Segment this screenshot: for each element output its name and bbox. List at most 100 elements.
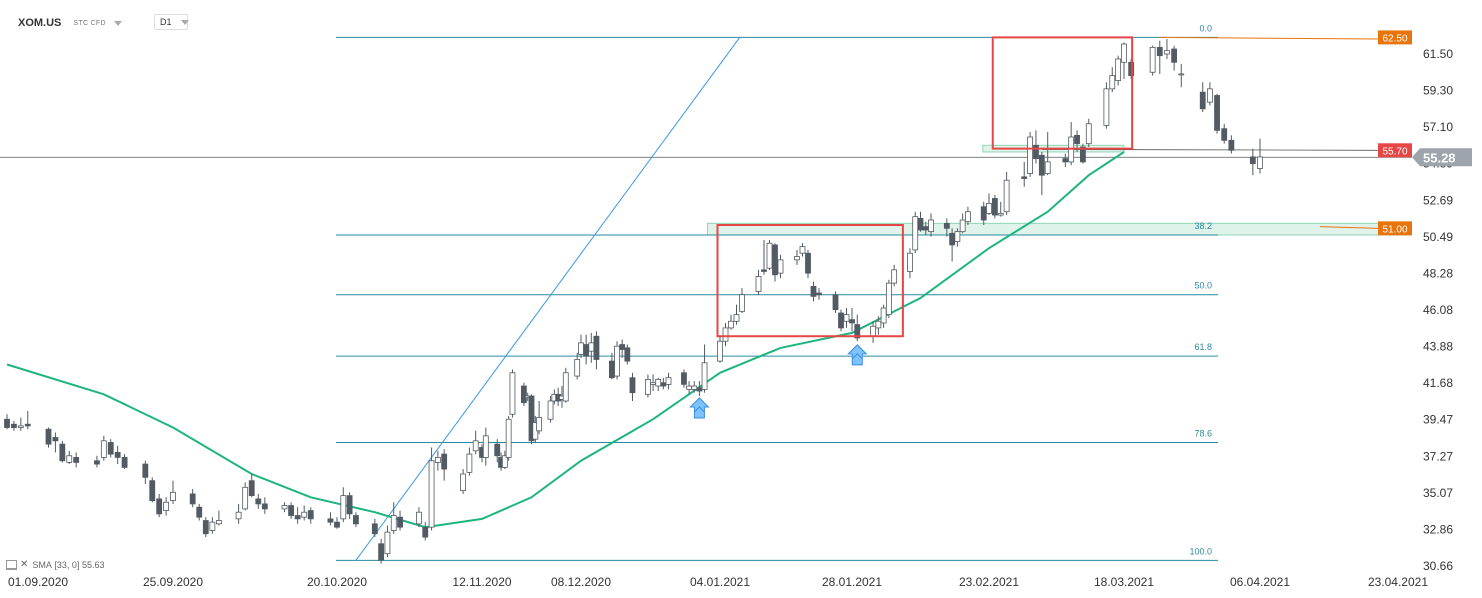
candle <box>997 212 1004 216</box>
candle <box>799 246 806 254</box>
candle <box>629 377 636 394</box>
fib-level-label: 38.2 <box>1194 221 1212 231</box>
candle <box>1206 88 1213 103</box>
price-tag-label: 62.50 <box>1382 33 1407 44</box>
candle <box>121 457 128 468</box>
x-tick-label: 25.09.2020 <box>143 575 203 589</box>
candle <box>390 515 397 531</box>
candle <box>52 437 59 442</box>
candle <box>1003 179 1010 213</box>
candle <box>1249 156 1256 164</box>
candle <box>288 505 294 516</box>
trend-line <box>355 37 741 561</box>
timeframe-select[interactable]: D1 <box>154 14 189 30</box>
x-tick-label: 12.11.2020 <box>452 575 511 589</box>
x-tick-label: 04.01.2021 <box>690 575 750 589</box>
candle <box>1080 146 1086 163</box>
candle <box>441 453 448 470</box>
candle <box>655 378 662 387</box>
y-tick-label: 61.50 <box>1423 47 1453 61</box>
candle <box>142 463 149 478</box>
candle <box>189 493 196 505</box>
candle <box>1021 176 1028 179</box>
candle <box>307 510 314 520</box>
x-tick-label: 20.10.2020 <box>307 575 367 589</box>
candle <box>949 232 956 246</box>
candle <box>170 491 176 501</box>
candle <box>1033 144 1039 159</box>
candle <box>346 495 353 515</box>
candle <box>849 319 855 324</box>
candle <box>94 460 100 465</box>
x-tick-label: 01.09.2020 <box>8 575 68 589</box>
candle <box>216 520 222 525</box>
candle <box>838 312 844 329</box>
y-tick-label: 35.07 <box>1423 486 1453 500</box>
candle <box>547 400 554 420</box>
x-tick-label: 23.02.2021 <box>959 575 1019 589</box>
candle <box>1214 95 1220 131</box>
candle <box>378 543 385 561</box>
symbol-name[interactable]: XOM.US <box>18 17 62 29</box>
candle <box>728 320 734 329</box>
candle <box>681 372 687 385</box>
candle <box>1038 154 1045 176</box>
candle <box>255 498 262 505</box>
candle <box>701 362 708 390</box>
candle <box>1156 46 1163 57</box>
price-tag-label: 51.00 <box>1382 224 1407 235</box>
tag-connector-line <box>1159 36 1379 40</box>
candle <box>578 342 584 355</box>
candle <box>870 325 876 337</box>
sma-line <box>6 151 1125 529</box>
candle <box>805 252 811 274</box>
candle <box>922 226 929 231</box>
candle <box>912 216 919 251</box>
symbol-header[interactable]: XOM.US STC CFD <box>18 14 122 32</box>
fib-level-label: 50.0 <box>1194 281 1212 291</box>
highlight-box <box>991 36 1134 150</box>
candle <box>261 503 268 510</box>
candle <box>588 342 595 352</box>
candle <box>619 344 626 350</box>
candle <box>149 480 156 501</box>
candle <box>353 515 359 525</box>
candle <box>11 423 17 428</box>
candle <box>397 516 403 528</box>
candle <box>696 387 703 392</box>
candle <box>1221 128 1228 141</box>
candle <box>163 501 169 511</box>
indicator-value: 55.63 <box>81 559 105 570</box>
x-tick-label: 23.04.2021 <box>1368 575 1428 589</box>
candle <box>624 347 631 362</box>
candle <box>1044 161 1051 174</box>
y-tick-label: 37.27 <box>1423 449 1453 463</box>
candle <box>66 455 73 463</box>
candle <box>45 428 52 445</box>
candle <box>196 506 203 518</box>
candle <box>943 222 950 229</box>
candle <box>428 460 435 528</box>
chevron-down-icon[interactable] <box>113 20 122 26</box>
candle <box>505 418 512 458</box>
candle <box>608 360 615 379</box>
indicator-icon[interactable] <box>6 559 17 570</box>
indicator-legend: ✕ SMA [33, 0] 55.63 <box>6 559 105 570</box>
price-tag-label: 55.70 <box>1382 146 1407 157</box>
candle <box>761 269 767 272</box>
candle <box>717 340 723 362</box>
up-arrow-icon-inner <box>694 406 705 413</box>
candle <box>334 521 340 528</box>
candle <box>891 269 898 284</box>
candle <box>59 443 66 462</box>
candle <box>880 307 887 324</box>
close-icon[interactable]: ✕ <box>20 559 29 570</box>
up-arrow-icon-inner <box>851 353 863 360</box>
candle <box>371 523 378 535</box>
up-arrow-icon <box>689 397 710 419</box>
candle <box>986 203 992 214</box>
candle <box>650 382 656 385</box>
candle <box>384 531 391 555</box>
instrument-type: STC CFD <box>73 19 106 27</box>
